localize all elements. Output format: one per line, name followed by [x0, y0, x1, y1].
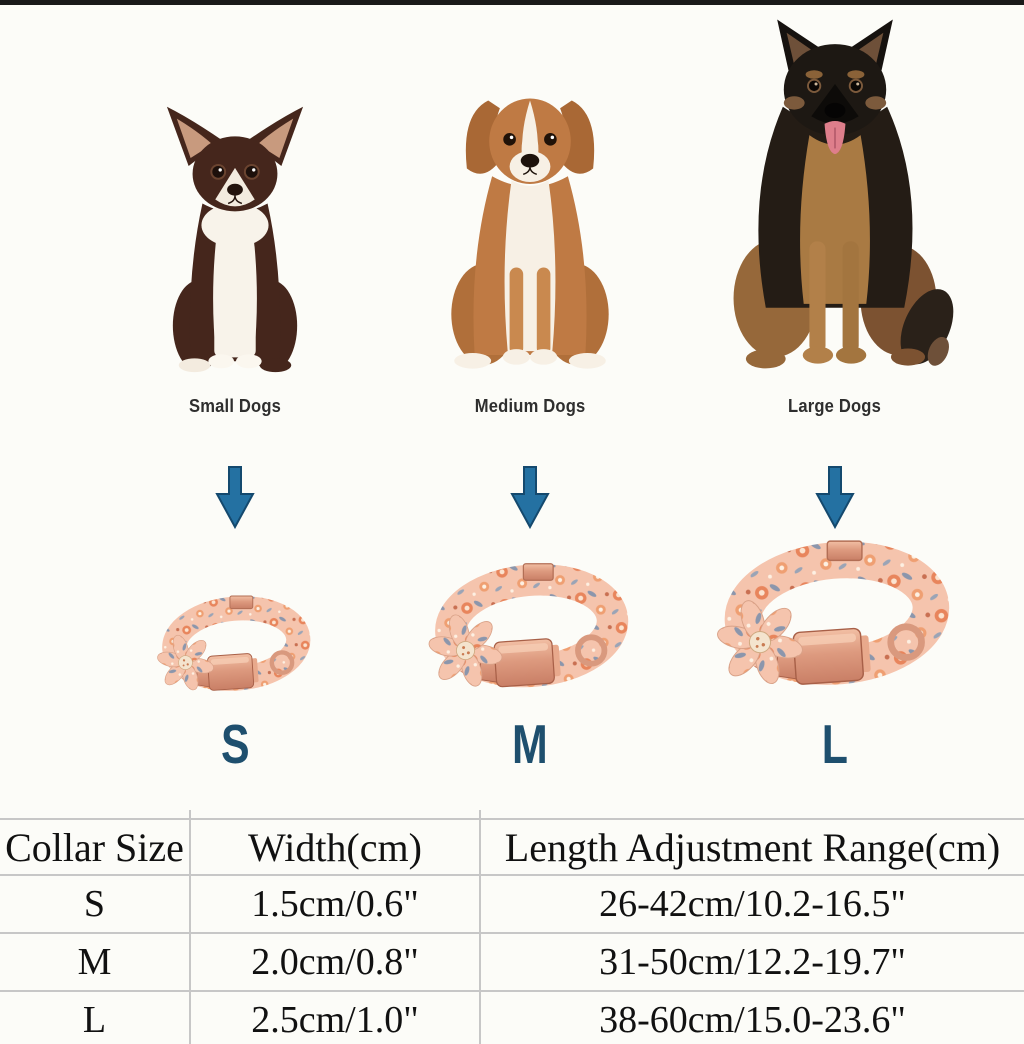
collar-size-letter: M	[512, 713, 548, 775]
cell-width: 2.5cm/1.0"	[190, 991, 481, 1044]
collar-release-buckle	[479, 638, 561, 688]
collar-d-ring	[269, 650, 295, 675]
down-arrow-icon	[815, 466, 855, 529]
top-border-strip	[0, 0, 1024, 5]
collar-size-letter: S	[220, 713, 250, 775]
german-shepherd-photo	[733, 19, 954, 369]
cell-size: S	[0, 875, 191, 933]
cell-width: 1.5cm/0.6"	[190, 875, 481, 933]
cell-size: M	[0, 933, 191, 991]
cell-length-range: 38-60cm/15.0-23.6"	[599, 999, 906, 1041]
table-row: M 2.0cm/0.8" 31-50cm/12.2-19.7"	[0, 933, 1024, 991]
cell-width: 2.0cm/0.8"	[190, 933, 481, 991]
dog-size-label: Medium Dogs	[474, 396, 586, 416]
chihuahua-photo	[166, 106, 304, 373]
header-length-range: Length Adjustment Range(cm)	[504, 824, 1001, 870]
dog-size-label: Small Dogs	[188, 396, 282, 416]
collar-d-ring	[887, 623, 925, 661]
floral-collar-large	[717, 540, 950, 685]
table-row: S 1.5cm/0.6" 26-42cm/10.2-16.5"	[0, 875, 1024, 933]
size-chart-table: Collar Size Width(cm) Length Adjustment …	[0, 818, 1024, 1044]
table-row: L 2.5cm/1.0" 38-60cm/15.0-23.6"	[0, 991, 1024, 1044]
table-column-tick	[189, 810, 191, 818]
column-small: Small Dogs S	[85, 0, 385, 810]
table-column-tick	[479, 810, 481, 818]
medium-dog-photo	[451, 98, 609, 369]
table-header-row: Collar Size Width(cm) Length Adjustment …	[0, 819, 1024, 875]
collar-size-letter: L	[821, 713, 849, 775]
column-large: Large Dogs L	[685, 0, 985, 810]
collar-slide-buckle	[522, 563, 554, 581]
dog-size-label: Large Dogs	[788, 396, 882, 416]
fabric-flower	[717, 600, 803, 685]
header-collar-size: Collar Size	[0, 819, 191, 875]
fabric-flower	[428, 614, 503, 687]
collar-slide-buckle	[826, 540, 863, 562]
header-width: Width(cm)	[190, 819, 481, 875]
cell-length-range: 31-50cm/12.2-19.7"	[599, 941, 906, 983]
down-arrow-icon	[510, 466, 550, 529]
fabric-flower	[157, 634, 214, 691]
collar-d-ring	[575, 634, 608, 667]
floral-collar-small	[157, 595, 311, 691]
cell-length-range: 26-42cm/10.2-16.5"	[599, 883, 906, 925]
down-arrow-icon	[215, 466, 255, 529]
floral-collar-medium	[428, 563, 629, 688]
column-medium: Medium Dogs	[380, 0, 680, 810]
cell-size: L	[0, 991, 191, 1044]
collar-slide-buckle	[229, 595, 254, 610]
